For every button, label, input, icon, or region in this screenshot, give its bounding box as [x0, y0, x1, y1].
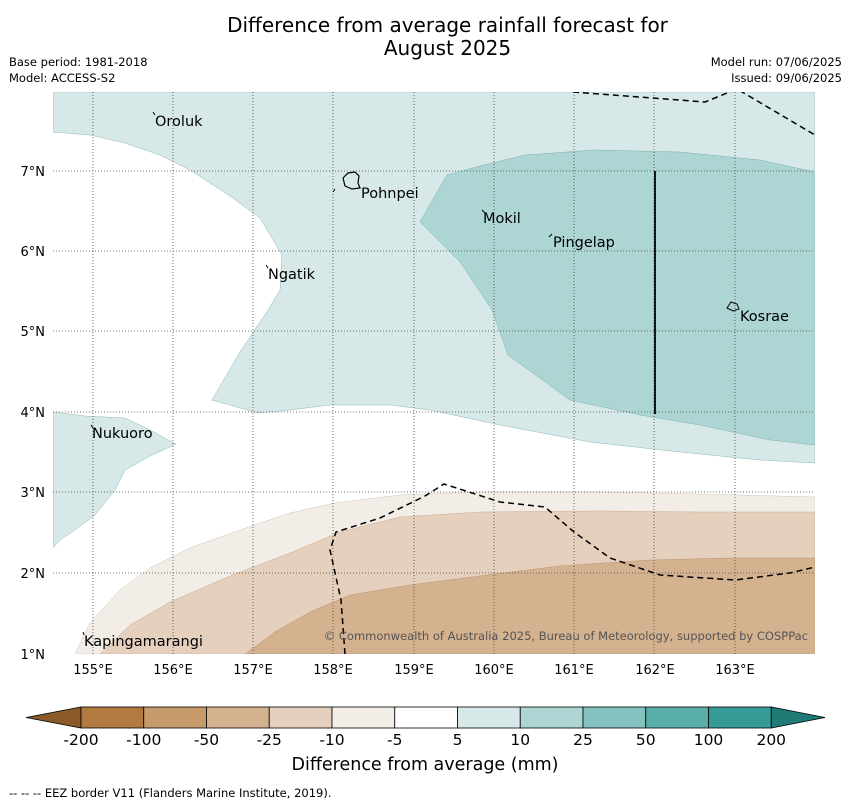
pohnpei-island: [342, 171, 361, 190]
pohnpei-islet: [332, 188, 336, 193]
lat-tick: 3°N: [21, 486, 46, 501]
place-label-kosrae: Kosrae: [740, 309, 789, 325]
lat-gridlines: [53, 170, 815, 574]
colorbar-extend-high: [770, 706, 826, 729]
colorbar-segment: [143, 706, 207, 729]
colorbar-segment: [331, 706, 396, 729]
region-10-to-25: [419, 149, 815, 446]
place-label-kapingamarangi: Kapingamarangi: [84, 634, 203, 650]
colorbar-tick-label: -50: [194, 731, 219, 749]
colorbar-tick-label: 10: [510, 731, 530, 749]
colorbar-tick-label: 100: [694, 731, 724, 749]
lon-tick: 160°E: [474, 663, 514, 678]
eez-border-lines: [329, 92, 815, 654]
region-5-to-10-nukuoro: [53, 411, 177, 549]
lat-tick: 2°N: [21, 567, 46, 582]
colorbar-segment: [206, 706, 270, 729]
colorbar-tick-label: -200: [63, 731, 98, 749]
lon-tick: 155°E: [73, 663, 113, 678]
pingelap-atoll: [548, 233, 553, 238]
lat-tick: 4°N: [21, 406, 46, 421]
colorbar-tick-label: -5: [387, 731, 402, 749]
place-label-nukuoro: Nukuoro: [92, 426, 153, 442]
chart-title: Difference from average rainfall forecas…: [0, 14, 850, 60]
lat-tick: 7°N: [21, 165, 46, 180]
kapingamarangi-atoll: [82, 631, 85, 636]
meta-left: Base period: 1981-2018 Model: ACCESS-S2: [9, 54, 148, 86]
colorbar: [25, 706, 826, 729]
nukuoro-atoll: [90, 424, 94, 429]
issued-text: Issued: 09/06/2025: [731, 71, 842, 85]
copyright-text: © Commonwealth of Australia 2025, Bureau…: [324, 629, 808, 643]
base-period-text: Base period: 1981-2018: [9, 55, 148, 69]
colorbar-segment: [519, 706, 584, 729]
colorbar-tick-label: 25: [573, 731, 593, 749]
place-label-ngatik: Ngatik: [268, 267, 316, 283]
colorbar-segment: [645, 706, 709, 729]
colorbar-segment: [394, 706, 458, 729]
colorbar-extend-low: [25, 706, 82, 729]
place-label-mokil: Mokil: [483, 211, 521, 227]
colorbar-tick-label: 50: [636, 731, 656, 749]
colorbar-tick-label: 5: [453, 731, 463, 749]
map-plot-area: Oroluk Pohnpei Mokil Pingelap Ngatik Kos…: [53, 92, 815, 654]
colorbar-tick-label: -25: [257, 731, 282, 749]
colorbar-segment: [582, 706, 647, 729]
mokil-atoll: [481, 209, 486, 214]
region-minus25-to-minus50: [244, 557, 815, 654]
title-line-1: Difference from average rainfall forecas…: [227, 13, 668, 37]
lon-tick: 156°E: [153, 663, 193, 678]
place-label-pingelap: Pingelap: [553, 235, 615, 251]
lon-tick: 158°E: [313, 663, 353, 678]
lat-tick: 1°N: [21, 648, 46, 663]
lat-tick: 6°N: [21, 245, 46, 260]
lon-tick: 159°E: [394, 663, 434, 678]
lon-tick: 162°E: [635, 663, 675, 678]
place-label-pohnpei: Pohnpei: [361, 186, 419, 202]
meta-right: Model run: 07/06/2025 Issued: 09/06/2025: [711, 54, 842, 86]
ngatik-atoll: [265, 264, 269, 269]
title-line-2: August 2025: [383, 36, 512, 60]
place-label-oroluk: Oroluk: [155, 114, 203, 130]
colorbar-segment: [708, 706, 772, 729]
colorbar-tick-labels: -200 -100 -50 -25 -10 -5 5 10 25 50 100 200: [63, 731, 786, 749]
oroluk-atoll: [152, 111, 156, 116]
eez-footnote: -- -- -- EEZ border V11 (Flanders Marine…: [9, 786, 332, 800]
model-run-text: Model run: 07/06/2025: [710, 55, 842, 69]
colorbar-tick-label: -100: [126, 731, 161, 749]
colorbar-segment: [457, 706, 521, 729]
colorbar-segment: [80, 706, 145, 729]
kosrae-island: [726, 301, 740, 312]
colorbar-segment: [268, 706, 333, 729]
colorbar-tick-label: -10: [319, 731, 344, 749]
colorbar-tick-label: 200: [756, 731, 786, 749]
lon-tick: 157°E: [233, 663, 273, 678]
lon-tick: 163°E: [715, 663, 755, 678]
model-text: Model: ACCESS-S2: [9, 71, 116, 85]
lat-tick: 5°N: [21, 325, 46, 340]
lon-tick: 161°E: [554, 663, 594, 678]
colorbar-title: Difference from average (mm): [291, 755, 559, 775]
